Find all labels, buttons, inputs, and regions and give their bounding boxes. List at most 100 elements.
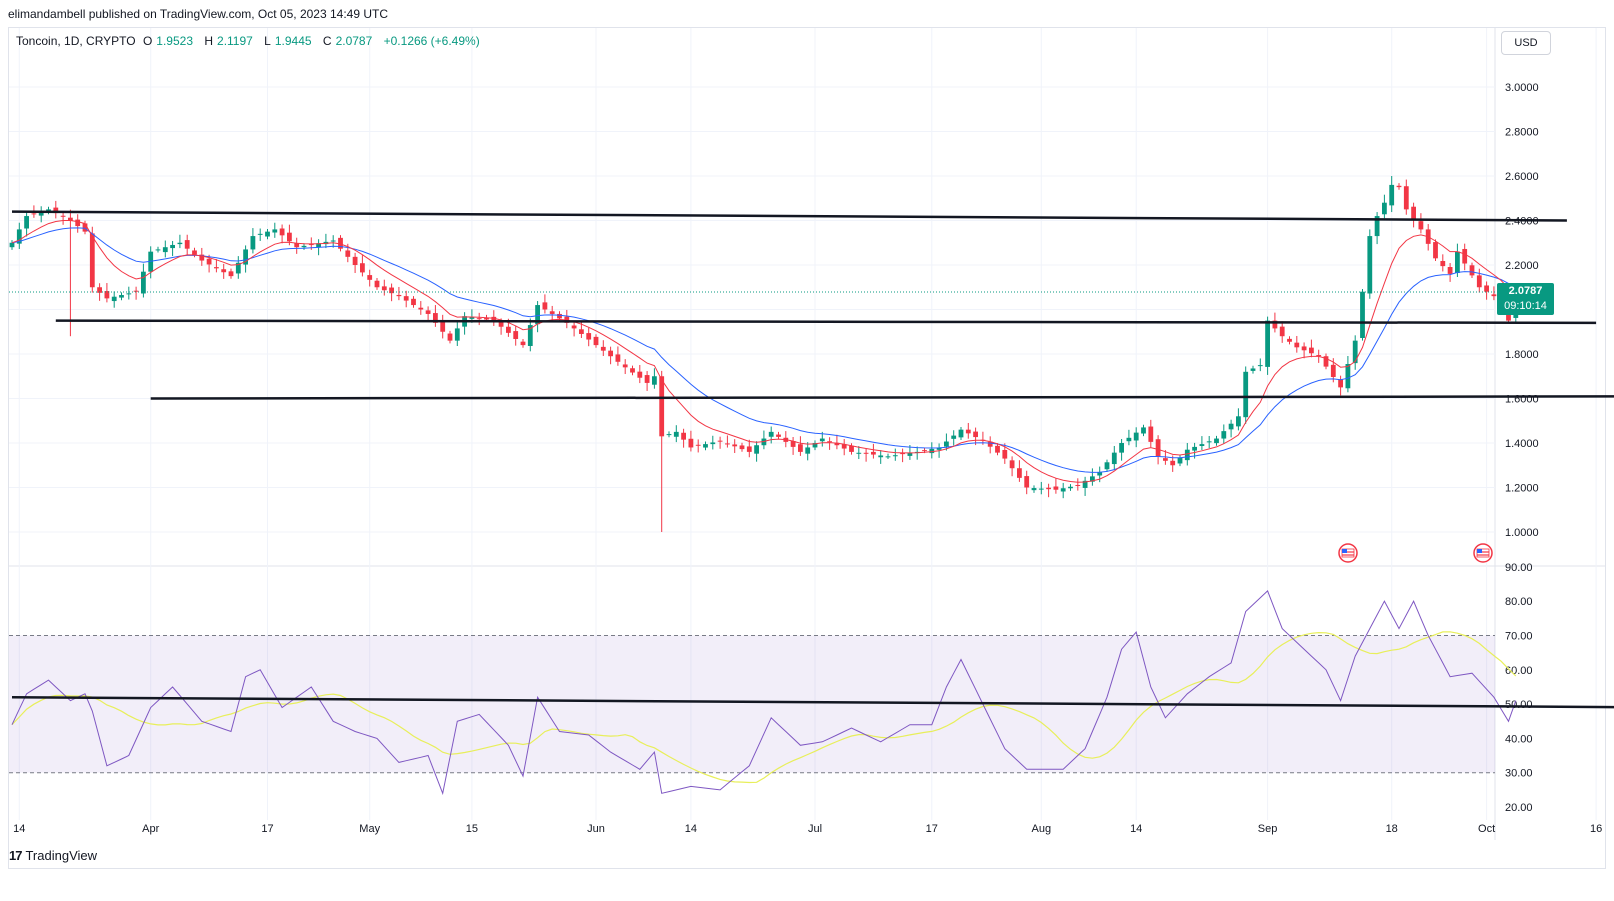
candle-body [1374, 216, 1380, 237]
rsi-tick-label: 40.00 [1505, 733, 1533, 745]
candle-body [484, 317, 489, 320]
candle-body [454, 328, 460, 341]
rsi-tick-label: 60.00 [1505, 665, 1533, 677]
time-tick-label: Oct [1478, 823, 1495, 835]
candle-body [214, 267, 219, 269]
low-value: 1.9445 [274, 34, 312, 48]
candle-body [549, 311, 555, 314]
candle-body [1024, 476, 1030, 488]
candle-body [652, 376, 657, 385]
price-tick-label: 1.8000 [1505, 349, 1539, 361]
candle-body [31, 213, 37, 215]
candle-body [995, 445, 1000, 453]
candle-body [681, 432, 686, 440]
time-tick-label: May [359, 823, 380, 835]
candle-body [849, 445, 854, 452]
candle-body [1111, 452, 1117, 465]
candle-body [819, 438, 825, 442]
price-tick-label: 2.4000 [1505, 216, 1539, 228]
brand-text: TradingView [25, 848, 98, 863]
candle-body [878, 455, 884, 458]
candle-body [527, 325, 533, 346]
symbol-legend: Toncoin, 1D, CRYPTO O 1.9523 H 2.1197 L 1.9… [16, 34, 484, 48]
candle-body [1287, 338, 1292, 342]
candle-body [367, 275, 373, 280]
candle-body [1382, 202, 1387, 215]
last-price-value: 2.0787 [1508, 285, 1543, 297]
candle-body [513, 331, 519, 339]
price-trendline[interactable] [55, 319, 1597, 325]
candle-body [1360, 291, 1365, 338]
candle-body [754, 445, 759, 454]
candle-body [659, 376, 665, 437]
candle-body [1053, 486, 1059, 490]
price-trendline[interactable] [150, 395, 1614, 400]
candle-body [600, 346, 606, 351]
candle-body [1309, 347, 1314, 354]
rsi-line [11, 590, 1517, 796]
candle-body [170, 244, 175, 249]
candle-body [316, 243, 321, 248]
candle-body [1206, 441, 1212, 443]
candle-body [287, 232, 292, 242]
candle-body [447, 333, 453, 341]
rsi-tick-label: 80.00 [1505, 596, 1533, 608]
candle-body [1476, 275, 1482, 288]
candle-body [1075, 484, 1081, 486]
candle-body [498, 322, 504, 327]
candle-body [1243, 371, 1249, 418]
candle-body [1367, 236, 1373, 294]
price-tick-label: 2.8000 [1505, 127, 1539, 139]
rsi-tick-label: 70.00 [1505, 631, 1533, 643]
candle-body [1345, 364, 1351, 389]
change-value: +0.1266 (+6.49%) [383, 34, 480, 48]
candle-body [411, 298, 416, 306]
candle-body [89, 233, 95, 288]
candle-body [1126, 437, 1132, 442]
candle-body [133, 290, 139, 292]
candle-body [177, 242, 183, 245]
candle-body [1316, 355, 1322, 357]
rsi-trendline[interactable] [11, 695, 1614, 709]
candle-body [308, 244, 314, 246]
symbol-title[interactable]: Toncoin, 1D, CRYPTO [16, 34, 136, 48]
candle-body [53, 207, 59, 214]
candle-body [1068, 486, 1073, 489]
currency-button[interactable]: USD [1501, 31, 1551, 55]
candle-body [403, 296, 409, 301]
candle-body [892, 455, 898, 457]
candle-body [374, 280, 380, 288]
tradingview-brand[interactable]: 17 TradingView [9, 848, 97, 863]
us-flag-event-icon[interactable] [1338, 543, 1358, 563]
candle-body [1323, 356, 1329, 367]
us-flag-event-icon[interactable] [1473, 543, 1493, 563]
candle-body [381, 286, 387, 291]
candle-body [1060, 488, 1066, 492]
time-tick-label: 16 [1590, 823, 1602, 835]
candle-body [805, 447, 811, 454]
candle-body [1389, 184, 1395, 206]
candle-body [622, 364, 628, 368]
candle-body [1214, 438, 1219, 444]
candle-body [9, 242, 15, 248]
candle-body [1046, 487, 1051, 490]
candle-body [666, 434, 672, 436]
candle-body [922, 450, 927, 452]
candle-body [506, 326, 511, 333]
price-trendline[interactable] [11, 210, 1567, 222]
candle-body [476, 318, 482, 320]
candle-body [557, 313, 562, 319]
candle-body [579, 329, 584, 334]
candle-body [542, 302, 548, 310]
candle-body [520, 341, 526, 346]
candle-body [1148, 426, 1154, 442]
candle-body [235, 262, 241, 274]
rsi-ma-line [11, 631, 1517, 784]
candle-body [126, 293, 132, 295]
candle-body [345, 250, 351, 257]
candle-body [1433, 242, 1438, 259]
candle-body [615, 354, 621, 362]
candle-body [60, 215, 66, 217]
rsi-tick-label: 50.00 [1505, 699, 1533, 711]
